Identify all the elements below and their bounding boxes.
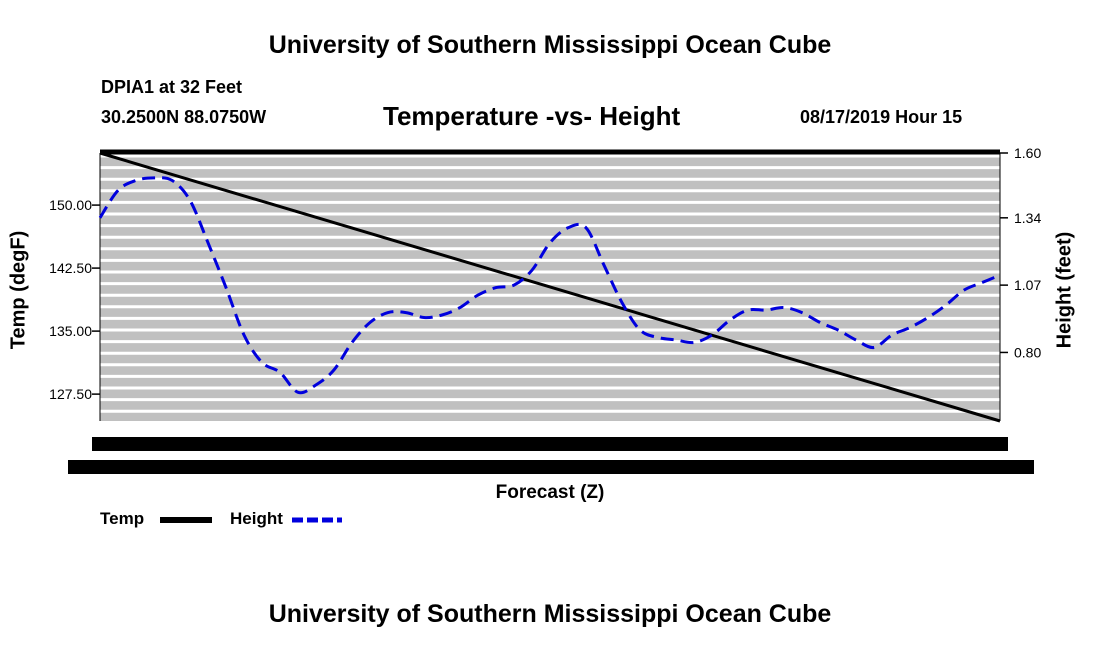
right-axis-tick-label: 1.07: [1014, 277, 1041, 293]
y-axis-right-label: Height (feet): [1053, 231, 1076, 349]
left-axis-tick-label: 150.00: [49, 197, 92, 213]
station-label: DPIA1 at 32 Feet: [101, 77, 243, 97]
y-axis-left-label: Temp (degF): [7, 230, 30, 350]
left-axis-tick-label: 135.00: [49, 323, 92, 339]
chart-title: University of Southern Mississippi Ocean…: [268, 31, 832, 59]
left-axis-tick-label: 142.50: [49, 260, 92, 276]
coordinates-label: 30.2500N 88.0750W: [101, 107, 267, 127]
right-axis-tick-label: 1.60: [1014, 145, 1041, 161]
x-axis-band-upper: [92, 437, 1008, 451]
temp-series-line: [99, 151, 1001, 423]
right-axis-tick-label: 1.34: [1014, 210, 1041, 226]
chart-subtitle: Temperature -vs- Height: [383, 101, 681, 131]
left-axis-tick-label: 127.50: [49, 386, 92, 402]
legend-temp-label: Temp: [100, 509, 145, 528]
x-axis-band-lower: [68, 460, 1034, 474]
x-axis-label: Forecast (Z): [495, 482, 605, 503]
legend-height-label: Height: [230, 509, 283, 528]
right-axis-tick-label: 0.80: [1014, 344, 1041, 360]
height-series-line: [98, 176, 1001, 395]
datetime-label: 08/17/2019 Hour 15: [800, 107, 963, 127]
footer-title: University of Southern Mississippi Ocean…: [268, 600, 832, 628]
